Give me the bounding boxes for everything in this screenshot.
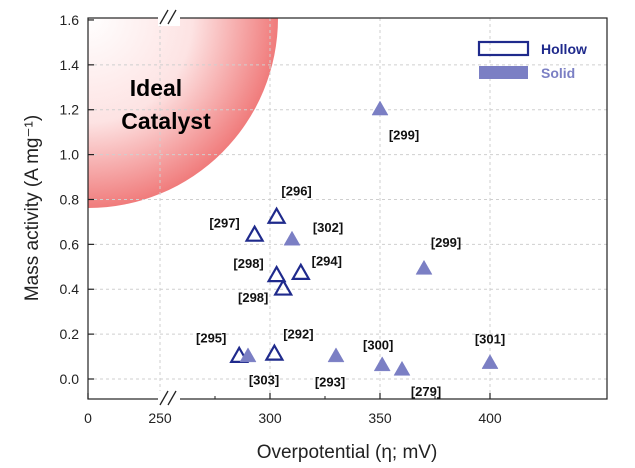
- plot-frame: [87, 17, 608, 400]
- y-axis: 0.0 0.2 0.4 0.6 0.8 1.0 1.2 1.4 1.6: [60, 12, 94, 387]
- ideal-label-line2: Catalyst: [121, 108, 211, 134]
- data-label: [302]: [313, 220, 343, 235]
- hollow-data-point: [266, 264, 287, 283]
- y-axis-title: Mass activity (A mg⁻¹): [22, 115, 43, 301]
- solid-data-point: [481, 354, 499, 369]
- y-tick-label: 0.4: [60, 281, 80, 297]
- x-tick-label: 350: [368, 410, 392, 426]
- x-tick-label: 400: [478, 410, 502, 426]
- y-tick-label: 1.4: [60, 57, 80, 73]
- x-tick-label: 300: [258, 410, 282, 426]
- y-tick-label: 0.8: [60, 191, 80, 207]
- data-points: [296] [297] [298] [298] [294] [295] [292] [299]…: [196, 100, 505, 399]
- solid-data-point: [373, 356, 391, 372]
- data-label: [299]: [389, 128, 419, 143]
- data-label: [296]: [281, 183, 311, 198]
- solid-data-point: [283, 230, 301, 246]
- hollow-data-point: [273, 278, 294, 296]
- x-axis: 0 250 300 350 400: [84, 393, 502, 426]
- y-tick-label: 0.2: [60, 326, 80, 342]
- y-tick-label: 1.0: [60, 147, 80, 163]
- data-label: [300]: [363, 338, 393, 353]
- data-label: [295]: [196, 331, 226, 346]
- data-label: [293]: [315, 375, 345, 390]
- hollow-data-point: [244, 224, 265, 242]
- data-label: [292]: [283, 326, 313, 341]
- hollow-data-point: [266, 206, 287, 224]
- legend: Hollow Solid: [477, 40, 587, 81]
- data-label: [298]: [238, 290, 268, 305]
- legend-solid-label: Solid: [541, 65, 575, 81]
- x-axis-title: Overpotential (η; mV): [257, 442, 438, 463]
- hollow-data-point: [290, 262, 311, 280]
- axis-break-bottom: [158, 390, 180, 407]
- ideal-catalyst-region: [88, 18, 278, 208]
- hollow-data-point: [264, 343, 285, 361]
- legend-hollow-swatch: [477, 40, 530, 57]
- solid-data-point: [239, 347, 257, 363]
- hollow-data-point: [229, 345, 250, 363]
- y-tick-label: 1.2: [60, 102, 80, 118]
- x-tick-label: 250: [148, 410, 172, 426]
- solid-data-point: [393, 360, 411, 376]
- y-tick-label: 1.6: [60, 12, 80, 28]
- data-label: [301]: [475, 331, 505, 346]
- solid-data-point: [415, 259, 433, 275]
- legend-hollow-label: Hollow: [541, 41, 587, 57]
- solid-data-point: [327, 347, 345, 363]
- y-tick-label: 0.6: [60, 236, 80, 252]
- data-label: [299]: [431, 235, 461, 250]
- y-tick-label: 0.0: [60, 371, 80, 387]
- legend-solid-swatch: [479, 66, 528, 79]
- data-label: [279]: [411, 384, 441, 399]
- ideal-label-line1: Ideal: [130, 75, 182, 101]
- axis-break-top: [158, 9, 180, 26]
- data-label: [297]: [209, 215, 239, 230]
- grid: [88, 18, 607, 399]
- data-label: [303]: [249, 373, 279, 388]
- data-label: [298]: [233, 256, 263, 271]
- data-label: [294]: [312, 254, 342, 269]
- x-tick-label: 0: [84, 410, 92, 426]
- solid-data-point: [371, 100, 389, 116]
